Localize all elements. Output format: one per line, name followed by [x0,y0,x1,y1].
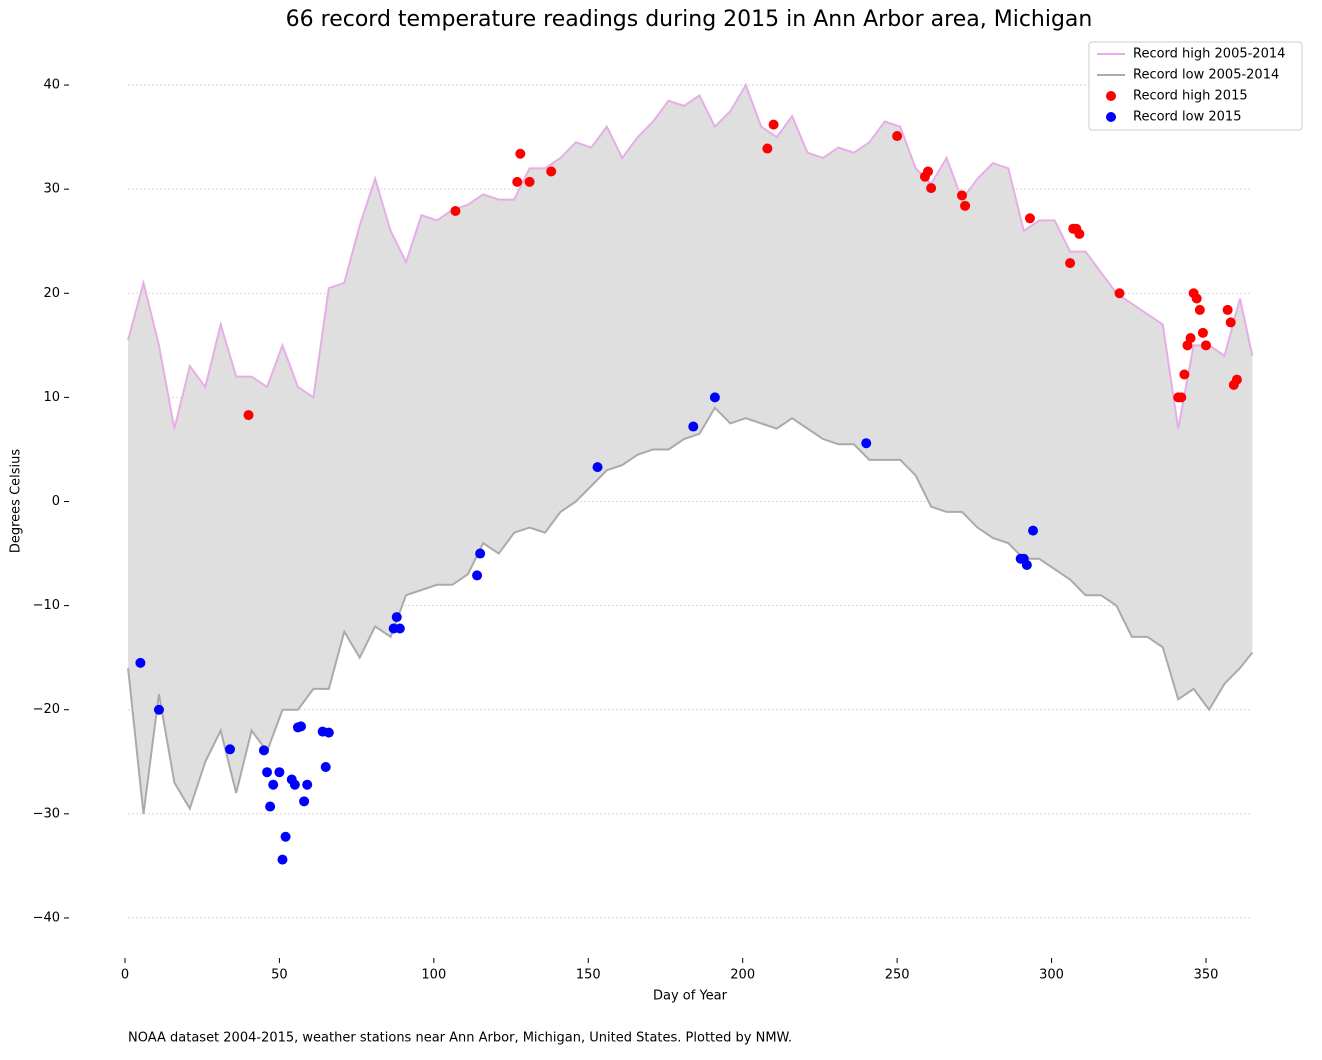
y-tick-label: −30 [33,806,60,821]
y-tick-label: 30 [43,182,60,197]
x-tick-label: 150 [576,968,601,983]
legend: Record high 2005-2014 Record low 2005-201… [1088,41,1303,131]
chart-title: 66 record temperature readings during 20… [286,7,1093,32]
series-line [127,406,1254,814]
point [709,392,720,403]
y-tick-label: 0 [52,494,60,509]
point [394,623,405,634]
y-tick-label: 40 [43,78,60,93]
x-tick-label: 350 [1194,968,1219,983]
point [1028,525,1039,536]
x-tick-label: 200 [730,968,755,983]
point [1225,317,1236,328]
x-tick-label: 250 [885,968,910,983]
y-tick-label: 10 [43,390,60,405]
x-axis-label: Day of Year [653,989,728,1004]
point [688,421,699,432]
legend-label: Record low 2015 [1133,110,1241,125]
point [1114,288,1125,299]
point [960,200,971,211]
point [1185,333,1196,344]
point [926,183,937,194]
y-tick-label: −10 [33,598,60,613]
y-tick-label: −20 [33,702,60,717]
point [472,570,483,581]
point [1176,392,1187,403]
y-axis-label: Degrees Celsius [9,449,24,554]
point [892,131,903,142]
point [1179,369,1190,380]
point [524,176,535,187]
x-tick-label: 100 [421,968,446,983]
y-tick-label: −40 [33,910,60,925]
x-tick-label: 50 [271,968,288,983]
point [153,704,164,715]
point [515,148,526,159]
point [262,767,273,778]
point [391,612,402,623]
legend-box [1088,41,1303,131]
point [268,779,279,790]
point [546,166,557,177]
point [450,206,461,217]
point [258,745,269,756]
point [289,779,300,790]
point [1024,213,1035,224]
point [265,801,276,812]
point [1021,560,1032,571]
legend-label: Record low 2005-2014 [1133,68,1279,83]
footnote: NOAA dataset 2004-2015, weather stations… [128,1031,792,1046]
legend-label: Record high 2005-2014 [1133,47,1285,62]
point [296,721,307,732]
point [1191,293,1202,304]
point [861,438,872,449]
range-fill [128,85,1253,814]
legend-swatch [1106,112,1116,122]
point [592,462,603,473]
point [224,744,235,755]
point [280,831,291,842]
point [1065,258,1076,269]
point [768,119,779,130]
point [1201,340,1212,351]
x-tick-label: 0 [121,968,129,983]
point [1074,228,1085,239]
legend-swatch [1106,91,1116,101]
point [323,727,334,738]
point [135,657,146,668]
point [1197,327,1208,338]
point [299,796,310,807]
point [243,410,254,421]
point [277,854,288,865]
point [762,143,773,154]
x-tick-label: 300 [1039,968,1064,983]
legend-label: Record high 2015 [1133,89,1248,104]
point [923,166,934,177]
point [274,767,285,778]
point [956,190,967,201]
y-tick-label: 20 [43,286,60,301]
point [1222,304,1233,315]
point [320,761,331,772]
series-line [127,82,1254,429]
point [512,176,523,187]
point [475,548,486,559]
point [1231,374,1242,385]
point [302,779,313,790]
point [1194,304,1205,315]
